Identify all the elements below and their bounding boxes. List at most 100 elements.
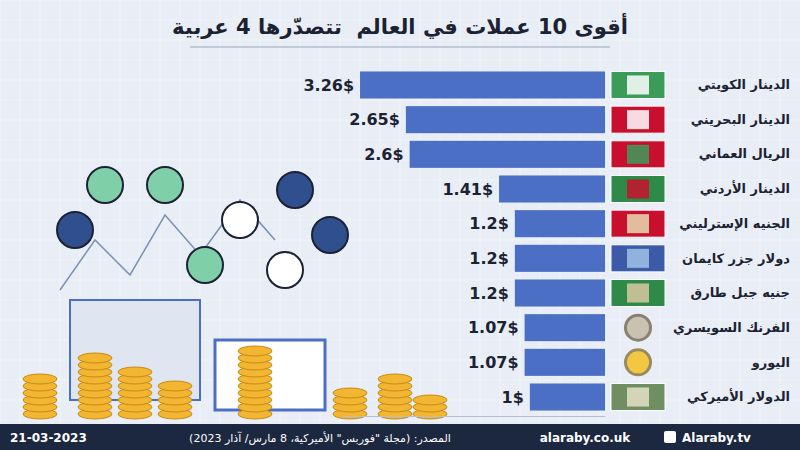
deco-coin-icon [87, 167, 123, 203]
pattern-line [0, 120, 800, 121]
pattern-line [0, 0, 1, 450]
bar [360, 71, 605, 98]
y-tick: جنيه جبل طارق [691, 285, 790, 300]
bar [515, 210, 605, 237]
pattern-line [20, 0, 21, 450]
data-label: 1.07$ [468, 353, 519, 372]
website: alaraby.co.uk [540, 431, 632, 445]
pattern-line [460, 0, 461, 450]
pattern-line [0, 100, 800, 101]
banknote-detail [627, 179, 649, 198]
x-axis [343, 416, 606, 417]
data-label: 2.6$ [364, 145, 403, 164]
pattern-line [0, 60, 800, 61]
data-label: 1.2$ [469, 284, 508, 303]
deco-coin [78, 353, 112, 363]
pattern-line [0, 280, 800, 281]
category-label: اليورو [751, 355, 790, 370]
y-tick: الفرنك السويسري [673, 320, 790, 335]
data-label: 1.2$ [469, 214, 508, 233]
category-label: دولار جزر كايمان [682, 250, 790, 265]
banknote-detail [627, 283, 649, 302]
date: 21-03-2023 [10, 431, 87, 445]
banknote-detail [627, 249, 649, 268]
x-axis-line [343, 416, 606, 417]
data-label: 1$ [502, 388, 524, 407]
bar [410, 141, 605, 168]
banknote-image [611, 141, 665, 168]
deco-coin-icon [312, 217, 348, 253]
deco-wallet [215, 340, 325, 410]
source: المصدر: (مجلة "فوربس" الأميركية، 8 مارس/… [189, 431, 451, 445]
category-label: الدينار الأردني [700, 180, 790, 196]
deco-coin [333, 388, 367, 398]
banknote-detail [627, 387, 649, 406]
background-pattern [0, 0, 800, 450]
banknote-detail [627, 145, 649, 164]
deco-line [60, 200, 275, 290]
background [0, 0, 800, 450]
category-label: الدولار الأميركي [687, 388, 790, 404]
y-tick: دولار جزر كايمان [682, 250, 790, 265]
data-labels: 3.26$2.65$2.6$1.41$1.2$1.2$1.2$1.07$1.07… [303, 76, 523, 407]
title-rule [190, 47, 610, 48]
deco-coin [413, 395, 447, 405]
deco-coin-icon [57, 212, 93, 248]
social-icon [664, 431, 676, 443]
pattern-line [380, 0, 381, 450]
pattern-line [0, 260, 800, 261]
bar [530, 383, 605, 410]
deco-coin-icon [187, 247, 223, 283]
pattern-line [360, 0, 361, 450]
bar [406, 106, 605, 133]
data-label: 1.41$ [442, 180, 493, 199]
coin-image [625, 350, 650, 375]
category-label: الفرنك السويسري [673, 320, 790, 335]
data-label: 1.2$ [469, 249, 508, 268]
category-label: الدينار البحريني [691, 112, 790, 127]
banknote-image [611, 175, 665, 202]
y-tick: اليورو [751, 355, 790, 370]
deco-coin-icon [277, 172, 313, 208]
y-axis: الدينار الكويتي الدينار البحريني الريال ال… [673, 77, 790, 404]
pattern-line [0, 40, 800, 41]
footer [0, 424, 800, 450]
banknote-detail [627, 214, 649, 233]
banknote-detail [627, 110, 649, 129]
category-label: الجنيه الإسترليني [679, 216, 790, 231]
banknote-image [611, 245, 665, 272]
deco-coin [158, 381, 192, 391]
deco-coin-icon [222, 202, 258, 238]
y-tick: الريال العماني [699, 146, 790, 161]
title: أقوى 10 عملات في العالم تتصدّرها 4 عربية [172, 12, 628, 39]
y-tick: الدينار الأردني [700, 180, 790, 196]
category-label: الدينار الكويتي [698, 77, 790, 92]
y-tick: الجنيه الإسترليني [679, 216, 790, 231]
pattern-line [440, 0, 441, 450]
pattern-line [0, 140, 800, 141]
bar [515, 245, 605, 272]
pattern-line [0, 200, 800, 201]
pattern-line [420, 0, 421, 450]
category-label: جنيه جبل طارق [691, 285, 790, 300]
deco-coin [23, 374, 57, 384]
deco-coin-icon [267, 252, 303, 288]
flags [611, 71, 665, 410]
y-tick: الدينار الكويتي [698, 77, 790, 92]
pattern-line [0, 420, 800, 421]
bar [499, 175, 605, 202]
y-tick: الدينار البحريني [691, 112, 790, 127]
banknote-image [611, 106, 665, 133]
deco-panel [70, 300, 200, 400]
deco-coin-icon [147, 167, 183, 203]
pattern-line [0, 240, 800, 241]
social: Alaraby.tv [682, 431, 751, 445]
banknote-image [611, 383, 665, 410]
banknote-detail [627, 75, 649, 94]
chart: أقوى 10 عملات في العالم تتصدّرها 4 عربية… [0, 0, 800, 450]
bar [525, 314, 605, 341]
deco-coin [118, 367, 152, 377]
banknote-image [611, 279, 665, 306]
decoration [23, 167, 447, 419]
bar [525, 349, 605, 376]
